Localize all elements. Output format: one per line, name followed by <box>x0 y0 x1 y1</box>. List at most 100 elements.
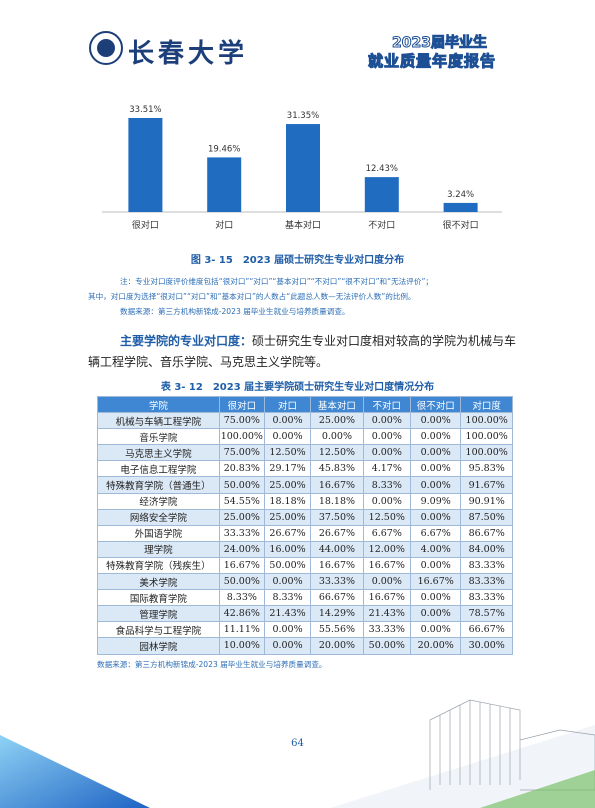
bar <box>286 124 320 212</box>
table-cell: 16.00% <box>263 540 312 558</box>
table-cell: 33.33% <box>218 524 265 542</box>
table-caption: 表 3- 12 2023 届主要学院硕士研究生专业对口度情况分布 <box>160 382 435 393</box>
table-cell: 0.00% <box>362 412 412 430</box>
header-cell: 基本对口 <box>310 395 364 414</box>
table-cell: 87.50% <box>460 508 513 526</box>
grass <box>480 770 595 808</box>
table-cell: 16.67% <box>218 556 265 575</box>
table-cell: 21.43% <box>362 605 412 623</box>
table-row: 园林学院 10.00% 0.00% 20.00% 50.00% 20.00% 30.00% <box>97 637 513 655</box>
table-cell: 75.00% <box>218 412 265 430</box>
table-row: 机械与车辆工程学院 75.00% 0.00% 25.00% 0.00% 0.00% 100.… <box>97 412 513 430</box>
table-cell: 12.50% <box>362 508 412 526</box>
table-cell: 21.43% <box>263 605 312 623</box>
table-cell: 4.00% <box>410 540 462 558</box>
table-row: 管理学院 42.86% 21.43% 14.29% 21.43% 0.00% 78.57% <box>97 605 513 623</box>
report-year: 2023届毕业生 <box>392 35 488 52</box>
table-cell: 0.00% <box>263 428 312 446</box>
table-cell: 66.67% <box>460 621 513 639</box>
table-cell: 0.00% <box>263 573 312 591</box>
table-cell: 16.67% <box>410 573 462 591</box>
bar <box>364 177 399 212</box>
table-cell: 18.18% <box>263 492 312 510</box>
table-cell: 8.33% <box>218 589 265 607</box>
table-row: 外国语学院 33.33% 26.67% 26.67% 6.67% 6.67% 86.67% <box>97 524 513 542</box>
bar <box>128 118 163 212</box>
paragraph-lead: 主要学院的专业对口度： <box>120 334 253 348</box>
table-cell: 25.00% <box>263 476 312 494</box>
table-cell: 16.67% <box>362 589 412 607</box>
table-cell: 理学院 <box>97 540 220 558</box>
table-cell: 特殊教育学院（残疾生） <box>97 556 220 575</box>
table-cell: 0.00% <box>410 460 462 478</box>
table-cell: 20.83% <box>218 460 265 478</box>
table-cell: 0.00% <box>263 621 312 639</box>
table-cell: 0.00% <box>362 492 412 510</box>
table-cell: 20.00% <box>410 637 462 655</box>
table-cell: 55.56% <box>310 621 364 639</box>
x-tick-label: 很不对口 <box>443 219 479 231</box>
table-cell: 园林学院 <box>97 637 220 655</box>
table-cell: 外国语学院 <box>97 524 220 542</box>
table-cell: 0.00% <box>410 508 462 526</box>
table-cell: 6.67% <box>362 524 412 542</box>
table-cell: 音乐学院 <box>97 428 220 446</box>
table-cell: 8.33% <box>362 476 412 494</box>
table-cell: 0.00% <box>410 621 462 639</box>
table-cell: 45.83% <box>310 460 364 478</box>
paragraph-text: 硕士研究生专业对口度相对较高的学院为机械与车辆工程学院、音乐学院、马克思主义学院… <box>88 334 517 369</box>
table-row: 特殊教育学院（普通生） 50.00% 25.00% 16.67% 8.33% 0.00% 9… <box>97 476 513 494</box>
table-cell: 50.00% <box>218 573 265 591</box>
paragraph: 主要学院的专业对口度：硕士研究生专业对口度相对较高的学院为机械与车辆工程学院、音… <box>88 331 518 373</box>
table-cell: 经济学院 <box>97 492 220 510</box>
table-cell: 29.17% <box>263 460 312 478</box>
table-cell: 33.33% <box>310 573 364 591</box>
note: 注：专业对口度评价维度包括“很对口”“对口”“基本对口”“不对口”“很不对口”和… <box>120 277 433 286</box>
table-row: 食品科学与工程学院 11.11% 0.00% 55.56% 33.33% 0.00% 66.… <box>97 621 513 639</box>
table-cell: 0.00% <box>410 412 462 430</box>
bar <box>207 157 242 212</box>
table-cell: 33.33% <box>362 621 412 639</box>
table-cell: 0.00% <box>310 428 364 446</box>
logo <box>89 31 123 65</box>
table-cell: 0.00% <box>410 444 462 462</box>
page-number: 64 <box>291 738 304 749</box>
table-cell: 95.83% <box>460 460 513 478</box>
header-cell: 学院 <box>97 395 220 414</box>
table-cell: 90.91% <box>460 492 513 510</box>
table-cell: 16.67% <box>310 476 364 494</box>
table-row: 马克思主义学院 75.00% 12.50% 12.50% 0.00% 0.00% 100.0… <box>97 444 513 462</box>
bar <box>443 202 478 212</box>
header-cell: 对口度 <box>460 395 513 414</box>
table-cell: 18.18% <box>310 492 364 510</box>
table-cell: 机械与车辆工程学院 <box>97 412 220 430</box>
table-cell: 54.55% <box>218 492 265 510</box>
table-cell: 4.17% <box>362 460 412 478</box>
x-tick-label: 基本对口 <box>285 219 321 231</box>
table-cell: 75.00% <box>218 444 265 462</box>
table: 学院 很对口 对口 基本对口 不对口 很不对口 对口度 机械与车辆工程学院 75.00% 0.00… <box>97 395 513 655</box>
table-cell: 0.00% <box>263 637 312 655</box>
corner-shape <box>330 725 595 808</box>
table-cell: 14.29% <box>310 605 364 623</box>
table-cell: 50.00% <box>263 556 312 575</box>
table-cell: 42.86% <box>218 605 265 623</box>
table-cell: 83.33% <box>460 573 513 591</box>
table-cell: 0.00% <box>410 476 462 494</box>
table-cell: 美术学院 <box>97 573 220 591</box>
table-cell: 16.67% <box>310 556 364 575</box>
corner-triangle <box>0 735 150 808</box>
value-label: 31.35% <box>287 111 319 121</box>
table-cell: 30.00% <box>460 637 513 655</box>
table-row: 理学院 24.00% 16.00% 44.00% 12.00% 4.00% 84.00% <box>97 540 513 558</box>
x-tick-label: 很对口 <box>132 219 159 231</box>
note: 其中，对口度为选择“很对口”“对口”和“基本对口”的人数占“此题总人数—无法评价… <box>88 292 416 301</box>
table-cell: 24.00% <box>218 540 265 558</box>
header-row: 学院 很对口 对口 基本对口 不对口 很不对口 对口度 <box>97 395 513 414</box>
source: 数据来源：第三方机构新锦成-2023 届毕业生就业与培养质量调查。 <box>120 307 350 316</box>
value-label: 3.24% <box>447 190 474 200</box>
table-cell: 25.00% <box>263 508 312 526</box>
value-label: 19.46% <box>208 144 240 154</box>
table-row: 音乐学院 100.00% 0.00% 0.00% 0.00% 0.00% 100.00% <box>97 428 513 446</box>
header-cell: 不对口 <box>362 395 412 414</box>
